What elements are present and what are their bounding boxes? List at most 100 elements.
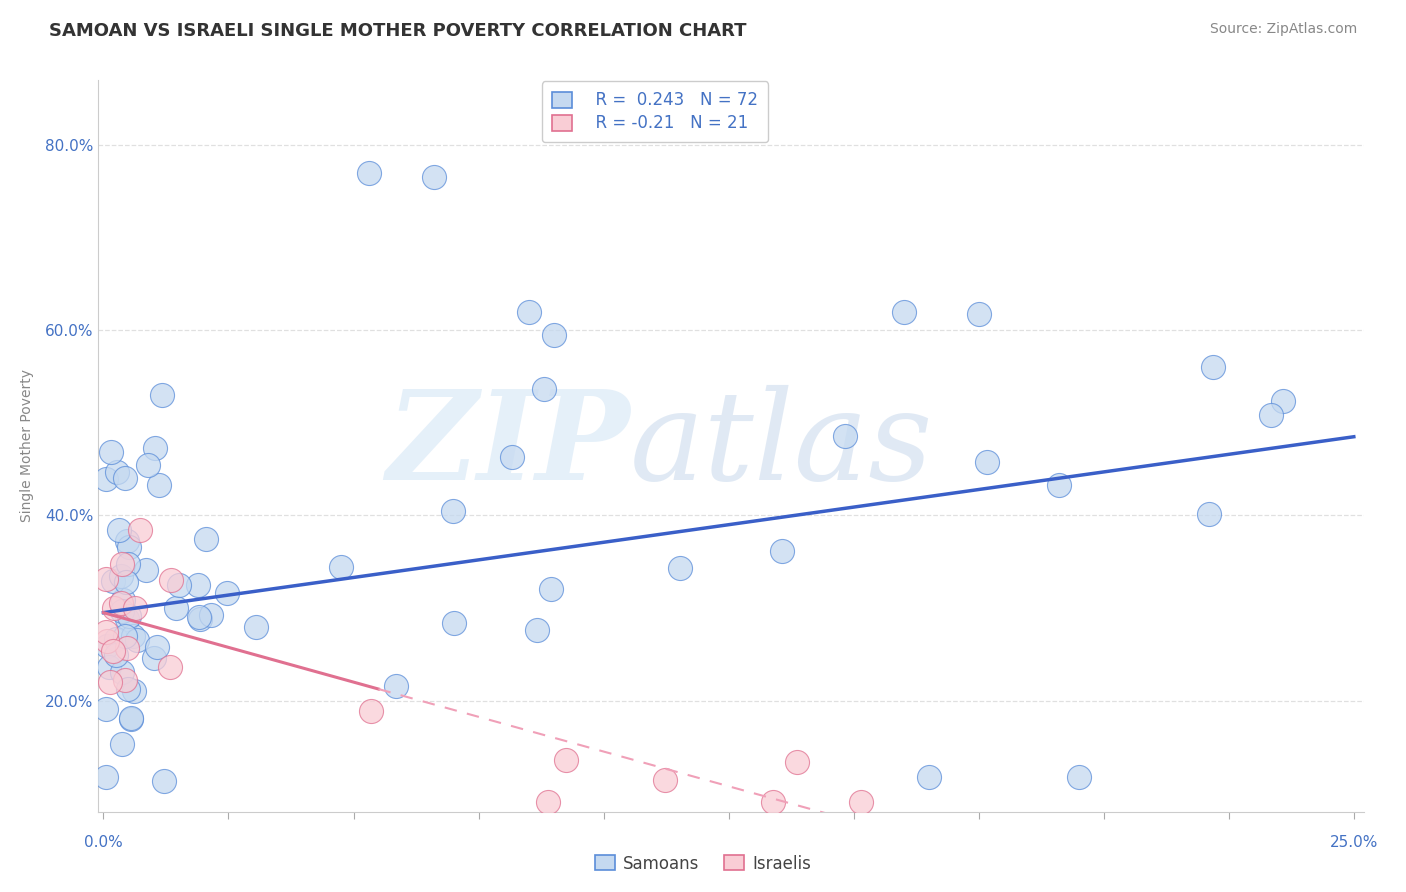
Point xyxy=(540,582,562,597)
Point xyxy=(127,632,149,647)
Point xyxy=(120,712,142,726)
Point xyxy=(117,640,139,655)
Point xyxy=(146,640,169,655)
Point xyxy=(94,572,117,586)
Point xyxy=(533,382,555,396)
Point xyxy=(143,441,166,455)
Point xyxy=(101,574,124,588)
Point xyxy=(94,625,117,640)
Point xyxy=(124,601,146,615)
Text: ZIP: ZIP xyxy=(387,385,630,507)
Point xyxy=(111,558,134,572)
Point xyxy=(94,770,117,784)
Legend: Samoans, Israelis: Samoans, Israelis xyxy=(588,848,818,880)
Point xyxy=(111,593,134,607)
Point xyxy=(117,557,139,571)
Point xyxy=(111,665,134,680)
Point xyxy=(786,755,808,769)
Y-axis label: Single Mother Poverty: Single Mother Poverty xyxy=(20,369,34,523)
Point xyxy=(167,578,190,592)
Point xyxy=(143,651,166,665)
Point xyxy=(654,773,676,788)
Point xyxy=(114,629,136,643)
Point xyxy=(96,702,118,716)
Point xyxy=(976,455,998,469)
Point xyxy=(893,304,915,318)
Point xyxy=(148,477,170,491)
Point xyxy=(105,648,128,662)
Point xyxy=(1260,408,1282,422)
Point xyxy=(918,770,941,784)
Point xyxy=(385,679,408,693)
Point xyxy=(770,543,793,558)
Point xyxy=(100,445,122,459)
Point xyxy=(136,458,159,472)
Point xyxy=(96,634,118,648)
Legend:   R =  0.243   N = 72,   R = -0.21   N = 21: R = 0.243 N = 72, R = -0.21 N = 21 xyxy=(543,81,768,143)
Point xyxy=(110,568,132,582)
Point xyxy=(537,796,560,810)
Point xyxy=(834,429,856,443)
Point xyxy=(1202,360,1225,375)
Point xyxy=(110,596,132,610)
Point xyxy=(1271,394,1294,409)
Point xyxy=(1047,478,1070,492)
Point xyxy=(122,629,145,643)
Text: Source: ZipAtlas.com: Source: ZipAtlas.com xyxy=(1209,22,1357,37)
Point xyxy=(967,307,990,321)
Point xyxy=(100,675,122,690)
Point xyxy=(441,504,464,518)
Point xyxy=(118,609,141,624)
Point xyxy=(118,540,141,554)
Point xyxy=(200,608,222,623)
Point xyxy=(245,620,267,634)
Point xyxy=(501,450,523,465)
Point xyxy=(96,640,118,654)
Point xyxy=(215,586,238,600)
Point xyxy=(129,523,152,537)
Point xyxy=(120,711,142,725)
Point xyxy=(165,600,187,615)
Point xyxy=(103,600,125,615)
Point xyxy=(111,604,134,618)
Point xyxy=(357,166,380,180)
Text: SAMOAN VS ISRAELI SINGLE MOTHER POVERTY CORRELATION CHART: SAMOAN VS ISRAELI SINGLE MOTHER POVERTY … xyxy=(49,22,747,40)
Point xyxy=(187,578,209,592)
Point xyxy=(159,660,181,674)
Point xyxy=(443,616,465,631)
Point xyxy=(111,737,134,751)
Point xyxy=(104,632,127,646)
Point xyxy=(555,753,578,767)
Point xyxy=(114,673,136,687)
Point xyxy=(105,465,128,479)
Point xyxy=(135,563,157,577)
Point xyxy=(160,573,183,587)
Point xyxy=(517,304,540,318)
Point xyxy=(543,327,565,342)
Point xyxy=(114,574,136,589)
Point xyxy=(103,644,125,658)
Text: atlas: atlas xyxy=(630,385,934,507)
Point xyxy=(195,532,218,546)
Point xyxy=(1198,508,1220,522)
Point xyxy=(107,523,129,537)
Point xyxy=(526,623,548,637)
Point xyxy=(98,659,121,673)
Text: 0.0%: 0.0% xyxy=(84,835,122,850)
Text: 25.0%: 25.0% xyxy=(1330,835,1378,850)
Point xyxy=(422,170,444,185)
Point xyxy=(117,534,139,549)
Point xyxy=(114,470,136,484)
Point xyxy=(124,683,146,698)
Point xyxy=(329,560,352,574)
Point xyxy=(669,560,692,574)
Point xyxy=(117,682,139,697)
Point xyxy=(849,796,872,810)
Point xyxy=(94,472,117,486)
Point xyxy=(188,612,211,626)
Point xyxy=(153,773,176,788)
Point xyxy=(150,388,173,402)
Point xyxy=(1067,770,1090,784)
Point xyxy=(188,610,211,624)
Point xyxy=(360,704,382,718)
